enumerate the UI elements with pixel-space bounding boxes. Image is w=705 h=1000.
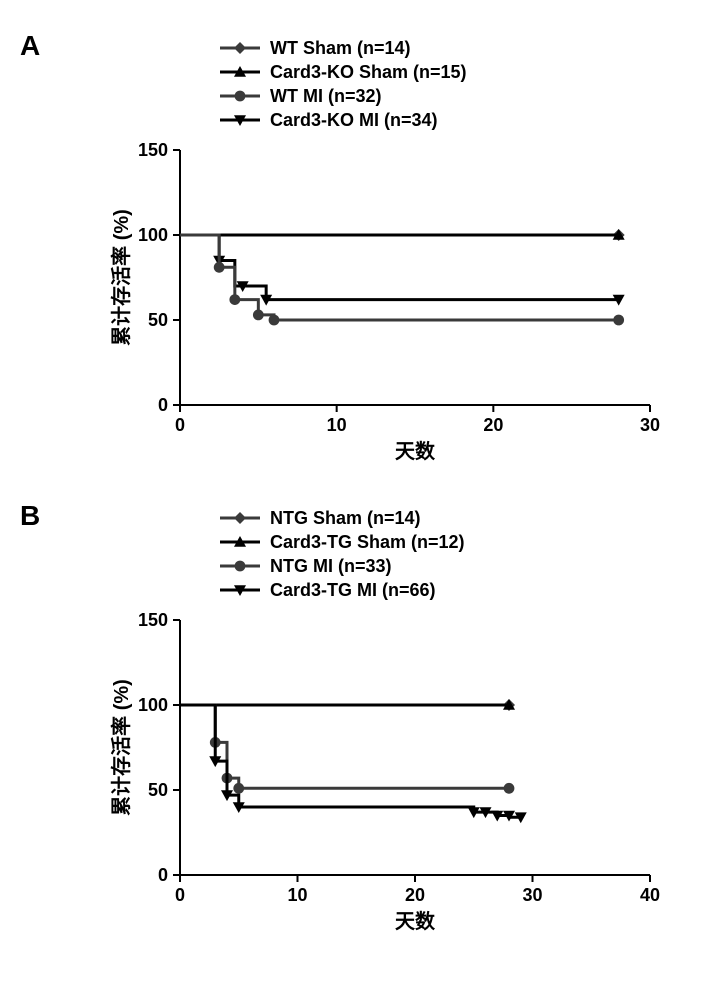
y-axis-label: 累计存活率 (%) <box>110 209 133 346</box>
panel-b: B NTG Sham (n=14)Card3-TG Sham (n=12)NTG… <box>20 500 685 940</box>
legend-item-label: Card3-TG MI (n=66) <box>270 580 436 600</box>
svg-text:0: 0 <box>175 415 185 435</box>
svg-text:0: 0 <box>158 395 168 415</box>
panel-a-label: A <box>20 30 40 62</box>
x-axis-label: 天数 <box>395 439 436 463</box>
legend-item-label: WT MI (n=32) <box>270 86 382 106</box>
svg-text:50: 50 <box>148 310 168 330</box>
legend-item-label: NTG Sham (n=14) <box>270 508 421 528</box>
svg-text:150: 150 <box>138 610 168 630</box>
svg-text:10: 10 <box>327 415 347 435</box>
panel-b-chart: NTG Sham (n=14) Card3-TG Sham (n=12) NTG M… <box>110 500 685 940</box>
svg-text:0: 0 <box>175 885 185 905</box>
legend-item-label: NTG MI (n=33) <box>270 556 392 576</box>
legend-item-label: WT Sham (n=14) <box>270 38 411 58</box>
series-line <box>180 235 619 300</box>
x-axis-label: 天数 <box>395 909 436 933</box>
svg-text:100: 100 <box>138 695 168 715</box>
legend-item-label: Card3-KO Sham (n=15) <box>270 62 467 82</box>
legend-item-label: Card3-TG Sham (n=12) <box>270 532 465 552</box>
legend-item-label: Card3-KO MI (n=34) <box>270 110 438 130</box>
panel-a: A WT Sham (n=14) Card3-KO Sham (n=15) WT M… <box>20 30 685 470</box>
series-line <box>180 705 521 817</box>
svg-text:30: 30 <box>522 885 542 905</box>
svg-text:40: 40 <box>640 885 660 905</box>
svg-text:0: 0 <box>158 865 168 885</box>
svg-text:150: 150 <box>138 140 168 160</box>
panel-b-label: B <box>20 500 40 532</box>
svg-text:50: 50 <box>148 780 168 800</box>
y-axis-label: 累计存活率 (%) <box>110 679 133 816</box>
svg-text:30: 30 <box>640 415 660 435</box>
svg-text:20: 20 <box>405 885 425 905</box>
svg-text:100: 100 <box>138 225 168 245</box>
series-line <box>180 235 619 320</box>
panel-a-chart: WT Sham (n=14) Card3-KO Sham (n=15) WT MI … <box>110 30 685 470</box>
svg-text:20: 20 <box>483 415 503 435</box>
svg-text:10: 10 <box>287 885 307 905</box>
